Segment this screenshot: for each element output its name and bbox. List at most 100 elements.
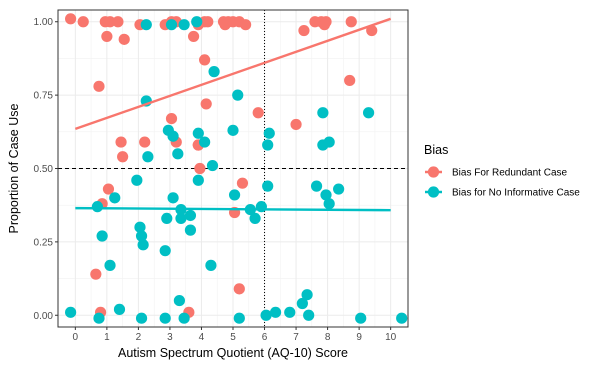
x-tick-label: 7 [293, 332, 299, 343]
x-tick-label: 9 [356, 332, 362, 343]
point-redundant-case [115, 136, 127, 148]
point-redundant-case [77, 16, 89, 28]
point-redundant-case [344, 74, 356, 87]
point-no-informative-case [109, 192, 121, 204]
point-no-informative-case [159, 312, 171, 324]
point-redundant-case [194, 162, 206, 175]
point-redundant-case [199, 54, 211, 66]
point-no-informative-case [262, 139, 274, 151]
point-no-informative-case [199, 136, 211, 148]
point-no-informative-case [172, 148, 184, 160]
point-redundant-case [102, 183, 115, 195]
y-axis-title: Proportion of Case Use [7, 103, 21, 233]
point-redundant-case [118, 33, 130, 45]
point-redundant-case [366, 24, 378, 37]
point-redundant-case [345, 16, 357, 28]
y-tick-label: 0.00 [34, 311, 54, 322]
y-tick-label: 1.00 [34, 17, 54, 28]
point-no-informative-case [262, 180, 274, 192]
x-tick-label: 8 [325, 332, 331, 343]
point-no-informative-case [206, 159, 219, 172]
point-redundant-case [233, 283, 245, 295]
point-redundant-case [104, 16, 116, 28]
axis-ticks: 0 1 2 3 4 5 6 7 8 9 10 0.00 0.25 0.50 0.75 1.00 [34, 17, 397, 343]
point-redundant-case [200, 98, 212, 110]
legend-key-point [427, 186, 440, 198]
point-no-informative-case [362, 107, 375, 119]
point-no-informative-case [93, 312, 105, 324]
point-no-informative-case [323, 136, 335, 148]
point-no-informative-case [317, 107, 329, 119]
point-redundant-case [236, 177, 249, 189]
point-no-informative-case [140, 19, 152, 31]
point-redundant-case [240, 19, 252, 31]
x-tick-label: 3 [167, 332, 173, 343]
point-no-informative-case [113, 303, 126, 315]
point-no-informative-case [227, 124, 239, 136]
point-no-informative-case [192, 174, 204, 186]
x-tick-label: 1 [104, 332, 110, 343]
point-no-informative-case [232, 89, 244, 101]
point-redundant-case [320, 16, 332, 28]
x-tick-label: 5 [230, 332, 236, 343]
x-tick-label: 6 [262, 332, 268, 343]
point-no-informative-case [260, 309, 272, 321]
point-no-informative-case [191, 16, 203, 28]
legend-key-point [427, 166, 440, 178]
legend-title: Bias [424, 143, 448, 157]
point-no-informative-case [184, 209, 197, 222]
point-no-informative-case [355, 312, 367, 324]
point-no-informative-case [142, 151, 154, 163]
fit-line-no-informative-case [75, 206, 391, 212]
point-no-informative-case [65, 306, 77, 318]
legend: Bias Bias For Redundant Case Bias for No … [424, 143, 580, 199]
point-no-informative-case [104, 259, 116, 271]
point-no-informative-case [263, 127, 275, 139]
point-no-informative-case [208, 66, 220, 78]
point-no-informative-case [192, 127, 204, 139]
fit-line-redundant-case [74, 17, 392, 131]
point-redundant-case [165, 113, 178, 125]
point-no-informative-case [255, 201, 267, 213]
point-redundant-case [65, 13, 77, 25]
y-tick-label: 0.50 [34, 164, 54, 175]
point-redundant-case [298, 24, 310, 37]
point-no-informative-case [167, 192, 179, 204]
point-redundant-case [187, 30, 200, 43]
point-no-informative-case [175, 212, 187, 224]
point-no-informative-case [269, 306, 282, 318]
point-no-informative-case [323, 198, 335, 210]
point-redundant-case [139, 136, 151, 148]
point-no-informative-case [135, 312, 148, 324]
point-no-informative-case [396, 312, 408, 324]
point-redundant-case [202, 16, 214, 28]
point-redundant-case [112, 16, 124, 28]
point-redundant-case [117, 151, 129, 163]
point-no-informative-case [137, 239, 149, 251]
fit-lines [74, 17, 392, 212]
point-no-informative-case [167, 130, 179, 142]
point-no-informative-case [159, 245, 171, 257]
point-no-informative-case [228, 189, 241, 201]
point-no-informative-case [134, 221, 146, 233]
point-no-informative-case [233, 312, 245, 324]
data-points [65, 13, 408, 324]
x-tick-label: 0 [73, 332, 79, 343]
point-no-informative-case [301, 289, 313, 301]
point-no-informative-case [178, 19, 190, 31]
point-no-informative-case [131, 174, 143, 186]
point-no-informative-case [320, 189, 332, 201]
y-tick-label: 0.25 [34, 237, 54, 248]
point-no-informative-case [135, 230, 148, 242]
point-redundant-case [290, 118, 302, 131]
point-no-informative-case [161, 212, 173, 224]
point-redundant-case [93, 80, 105, 92]
point-no-informative-case [205, 259, 217, 271]
point-no-informative-case [284, 306, 296, 318]
x-tick-label: 4 [199, 332, 205, 343]
x-tick-label: 2 [136, 332, 142, 343]
point-no-informative-case [333, 183, 345, 195]
point-redundant-case [101, 30, 113, 43]
